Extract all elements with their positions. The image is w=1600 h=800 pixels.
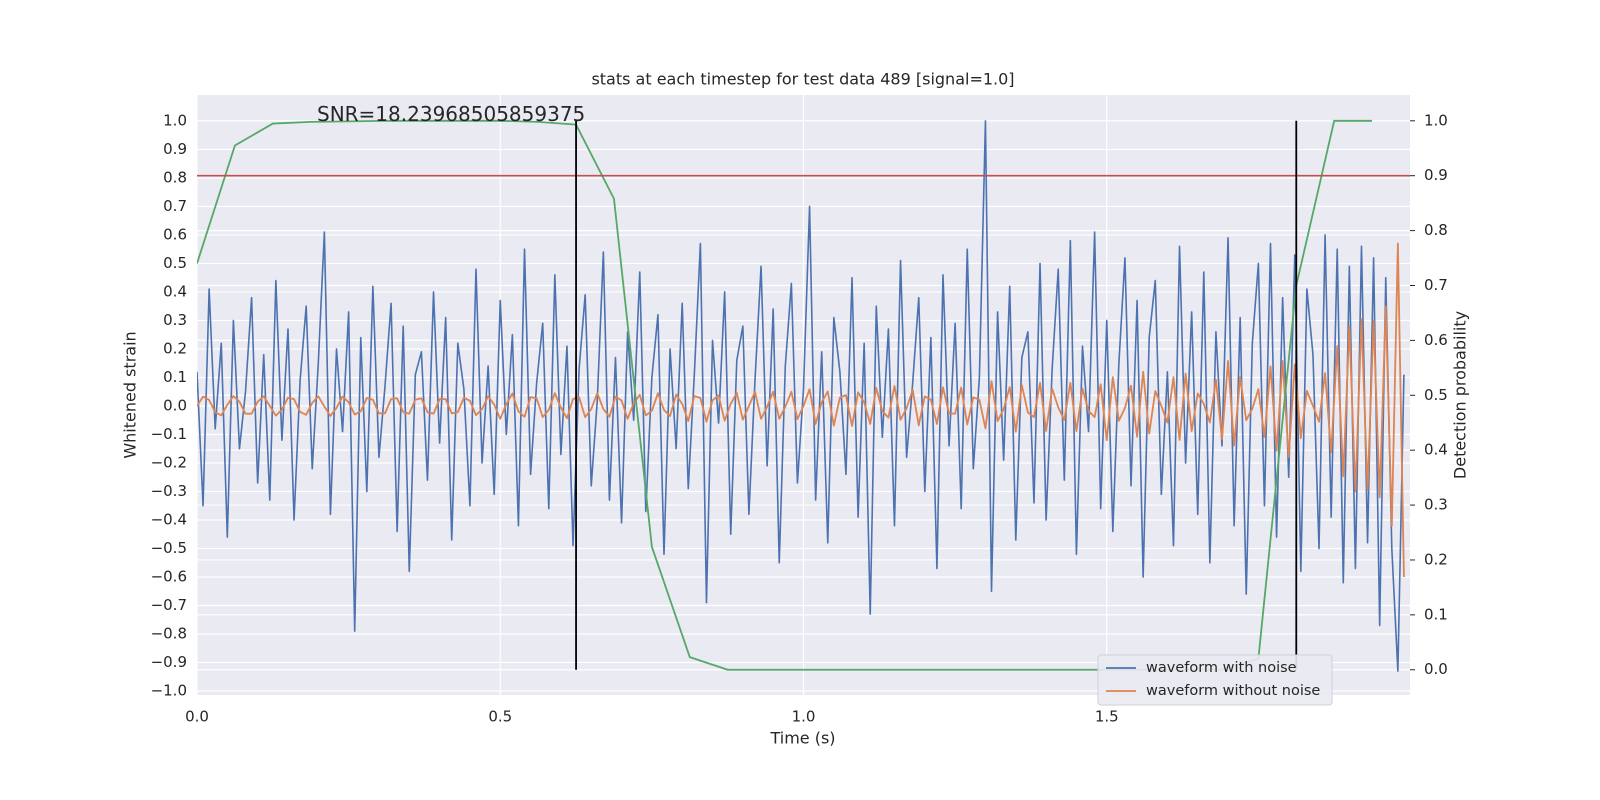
y-tick-label: 0.5 [163, 254, 187, 272]
y-tick-label: 0.8 [163, 168, 187, 186]
y-tick-label: 1.0 [163, 111, 187, 129]
legend: waveform with noise waveform without nois… [1097, 654, 1333, 706]
x-tick-label: 1.5 [1095, 708, 1119, 726]
y2-tick-label: 0.2 [1424, 550, 1448, 568]
y2-tick-label: 0.5 [1424, 386, 1448, 404]
plot-area [197, 119, 1410, 672]
y-tick-label: 0.6 [163, 225, 187, 243]
series-line [197, 120, 1405, 672]
annotation: SNR=18.23968505859375 [317, 102, 585, 126]
y2-tick-label: 1.0 [1424, 111, 1448, 129]
legend-label: waveform with noise [1146, 660, 1297, 676]
y-tick-label: −0.5 [151, 539, 187, 557]
y2-tick-label: 0.1 [1424, 605, 1448, 623]
y-tick-label: −1.0 [151, 682, 187, 700]
x-tick-label: 1.0 [792, 708, 816, 726]
y-tick-label: −0.1 [151, 425, 187, 443]
chart-title: stats at each timestep for test data 489… [591, 70, 1014, 89]
legend-label: waveform without noise [1146, 683, 1320, 699]
y-tick-label: −0.3 [151, 482, 187, 500]
y-tick-label: −0.4 [151, 510, 187, 528]
y-axis-label: Whitened strain [121, 331, 140, 458]
legend-box [1097, 654, 1333, 706]
y2-tick-label: 0.9 [1424, 166, 1448, 184]
y2-tick-label: 0.0 [1424, 660, 1448, 678]
y2-axis-label: Detection probability [1451, 311, 1470, 479]
x-tick-label: 0.0 [185, 708, 209, 726]
y-tick-label: 0.2 [163, 339, 187, 357]
y-tick-label: 0.4 [163, 282, 187, 300]
x-axis-label: Time (s) [769, 729, 835, 748]
y-tick-label: −0.8 [151, 625, 187, 643]
y2-tick-label: 0.6 [1424, 331, 1448, 349]
y2-tick-label: 0.8 [1424, 221, 1448, 239]
y-tick-label: −0.7 [151, 596, 187, 614]
y-tick-label: 0.0 [163, 396, 187, 414]
y-tick-label: −0.9 [151, 653, 187, 671]
y-tick-label: 0.7 [163, 197, 187, 215]
y2-tick-label: 0.3 [1424, 496, 1448, 514]
y2-tick-label: 0.7 [1424, 276, 1448, 294]
series-line [197, 242, 1405, 578]
y-tick-label: −0.2 [151, 453, 187, 471]
y-tick-label: −0.6 [151, 567, 187, 585]
y2-tick-label: 0.4 [1424, 441, 1448, 459]
y-tick-label: 0.1 [163, 368, 187, 386]
y-tick-label: 0.3 [163, 311, 187, 329]
x-tick-label: 0.5 [488, 708, 512, 726]
y-tick-label: 0.9 [163, 140, 187, 158]
